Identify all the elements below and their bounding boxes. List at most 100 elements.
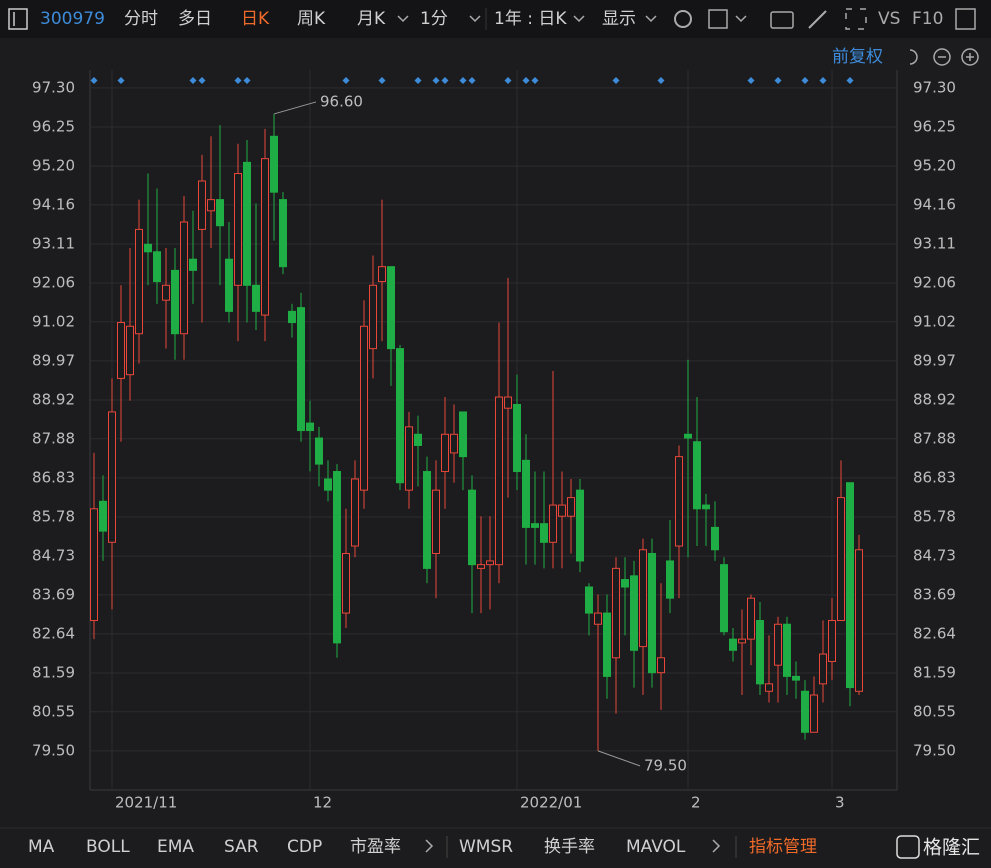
y-tick-label-right: 86.83 bbox=[913, 468, 956, 486]
candle-body bbox=[756, 620, 764, 685]
stock-code[interactable]: 300979 bbox=[40, 9, 105, 29]
candle-body bbox=[747, 597, 755, 640]
tab[interactable]: 显示 bbox=[602, 9, 636, 29]
candle-body bbox=[675, 456, 683, 547]
signal-marker bbox=[198, 77, 206, 84]
annotation-leader bbox=[273, 101, 317, 115]
y-tick-label: 81.59 bbox=[32, 664, 75, 682]
tab[interactable]: 1分 bbox=[420, 9, 448, 29]
signal-marker bbox=[234, 77, 242, 84]
indicator-tab[interactable]: BOLL bbox=[86, 837, 130, 857]
pen-icon[interactable] bbox=[808, 10, 827, 29]
indicator-tab[interactable]: CDP bbox=[287, 837, 322, 857]
y-tick-label-right: 89.97 bbox=[913, 351, 956, 369]
signal-marker bbox=[846, 77, 854, 84]
indicator-manage[interactable]: 指标管理 bbox=[749, 837, 817, 857]
candle-body bbox=[441, 433, 449, 473]
candle-body bbox=[549, 504, 557, 543]
panel-icon[interactable] bbox=[955, 8, 976, 30]
sidebar-toggle[interactable] bbox=[8, 8, 28, 30]
candle-body bbox=[594, 612, 602, 625]
y-tick-label: 87.88 bbox=[32, 429, 75, 447]
f10-button[interactable]: F10 bbox=[912, 9, 943, 29]
y-tick-label: 96.25 bbox=[32, 117, 75, 135]
candle-body bbox=[495, 396, 503, 566]
candle-body bbox=[108, 411, 116, 543]
candle-body bbox=[360, 325, 368, 491]
candle-body bbox=[288, 310, 296, 324]
candle-body bbox=[720, 564, 728, 633]
tab[interactable]: 分时 bbox=[124, 9, 158, 29]
signal-marker bbox=[432, 77, 440, 84]
settings-icon[interactable] bbox=[674, 10, 692, 28]
candle-body bbox=[171, 269, 179, 335]
candle-body bbox=[117, 322, 125, 379]
tab[interactable]: 周K bbox=[297, 9, 326, 29]
y-tick-label: 93.11 bbox=[32, 234, 75, 252]
candle-body bbox=[153, 251, 161, 283]
indicator-tab[interactable]: 市盈率 bbox=[350, 837, 401, 857]
candle-body bbox=[405, 426, 413, 491]
tab-active[interactable]: 日K bbox=[241, 9, 270, 29]
candle-body bbox=[792, 675, 800, 681]
candle-body bbox=[279, 199, 287, 268]
y-tick-label: 84.73 bbox=[32, 547, 75, 565]
reset-icon[interactable] bbox=[909, 49, 918, 65]
chevron[interactable] bbox=[712, 839, 721, 853]
y-tick-label: 91.02 bbox=[32, 312, 75, 330]
candle-body bbox=[693, 441, 701, 510]
candle-body bbox=[207, 199, 215, 212]
candle-body bbox=[468, 489, 476, 566]
fullscreen-icon[interactable] bbox=[845, 8, 867, 30]
candle-body bbox=[855, 549, 863, 692]
y-tick-label: 79.50 bbox=[32, 741, 75, 759]
zoom-in[interactable] bbox=[961, 48, 979, 66]
candle-body bbox=[621, 579, 629, 588]
y-tick-label-right: 94.16 bbox=[913, 195, 956, 213]
draw-icon[interactable] bbox=[708, 9, 728, 29]
indicator-tab[interactable]: MA bbox=[28, 837, 55, 857]
tab[interactable]: 月K bbox=[357, 9, 386, 29]
y-tick-label-right: 80.55 bbox=[913, 702, 956, 720]
candle-body bbox=[126, 325, 134, 376]
candle-body bbox=[414, 433, 422, 446]
candle-body bbox=[765, 683, 773, 692]
y-tick-label-right: 96.25 bbox=[913, 117, 956, 135]
adjust-mode[interactable]: 前复权 bbox=[832, 47, 883, 67]
y-tick-label-right: 81.59 bbox=[913, 664, 956, 682]
indicator-tab[interactable]: 换手率 bbox=[544, 837, 595, 857]
candle-body bbox=[504, 396, 512, 409]
chevron[interactable] bbox=[425, 839, 434, 853]
candle-body bbox=[432, 489, 440, 554]
indicator-tab[interactable]: SAR bbox=[224, 837, 259, 857]
camera-icon[interactable] bbox=[770, 11, 794, 29]
vs-button[interactable]: VS bbox=[878, 9, 900, 29]
signal-marker bbox=[504, 77, 512, 84]
y-tick-label: 92.06 bbox=[32, 274, 75, 292]
candle-body bbox=[252, 284, 260, 312]
indicator-bar: MA BOLL EMA SAR CDP 市盈率 WMSR 换手率 MAVOL 指… bbox=[28, 835, 980, 859]
candle-body bbox=[459, 411, 467, 458]
chevron bbox=[573, 15, 585, 23]
x-tick-label: 12 bbox=[313, 794, 332, 812]
candle-body bbox=[387, 266, 395, 350]
y-tick-label-right: 93.11 bbox=[913, 234, 956, 252]
chevron bbox=[397, 15, 409, 23]
y-tick-label-right: 91.02 bbox=[913, 312, 956, 330]
candle-body bbox=[846, 482, 854, 689]
indicator-tab[interactable]: MAVOL bbox=[626, 837, 686, 857]
candle-body bbox=[144, 243, 152, 253]
toolbar bbox=[0, 0, 991, 38]
y-tick-label: 82.64 bbox=[32, 624, 75, 642]
zoom-out[interactable] bbox=[933, 48, 951, 66]
indicator-tab[interactable]: EMA bbox=[157, 837, 194, 857]
candle-body bbox=[576, 489, 584, 562]
tab[interactable]: 多日 bbox=[178, 9, 212, 29]
y-tick-label-right: 82.64 bbox=[913, 624, 956, 642]
signal-marker bbox=[612, 77, 620, 84]
x-tick-label: 2022/01 bbox=[520, 794, 582, 812]
candle-body bbox=[189, 258, 197, 271]
signal-marker bbox=[522, 77, 530, 84]
indicator-tab[interactable]: WMSR bbox=[459, 837, 513, 857]
tab[interactable]: 1年 : 日K bbox=[494, 9, 567, 29]
